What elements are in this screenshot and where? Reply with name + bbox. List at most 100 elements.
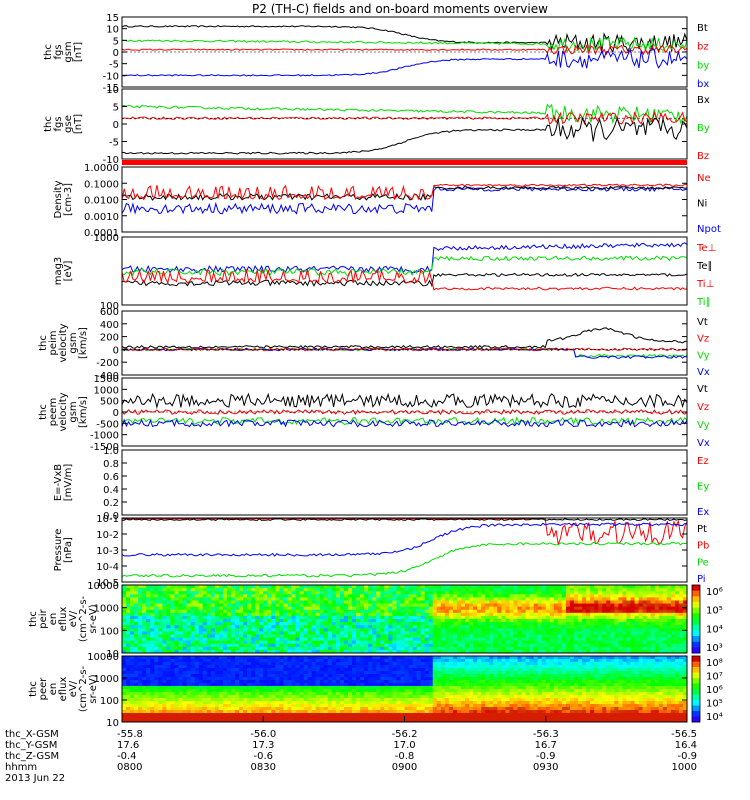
heatmap-cell: [384, 701, 389, 705]
heatmap-cell: [279, 628, 284, 632]
heatmap-cell: [222, 719, 228, 723]
heatmap-cell: [594, 646, 599, 651]
heatmap-cell: [158, 628, 163, 632]
heatmap-cell: [360, 683, 365, 687]
heatmap-cell: [214, 606, 220, 611]
heatmap-cell: [202, 716, 208, 720]
heatmap-cell: [404, 704, 410, 708]
heatmap-cell: [501, 646, 506, 651]
heatmap-cell: [501, 588, 506, 592]
heatmap-cell: [239, 597, 244, 601]
heatmap-cell: [287, 656, 292, 660]
heatmap-cell: [251, 609, 256, 614]
heatmap-cell: [339, 619, 345, 623]
heatmap-cell: [533, 585, 539, 589]
heatmap-cell: [307, 713, 313, 717]
heatmap-cell: [130, 662, 135, 666]
heatmap-cell: [682, 597, 688, 601]
heatmap-cell: [525, 606, 531, 611]
heatmap-cell: [162, 704, 167, 708]
heatmap-cell: [226, 637, 232, 642]
heatmap-cell: [352, 707, 357, 711]
heatmap-cell: [319, 674, 325, 678]
heatmap-cell: [130, 686, 135, 690]
heatmap-cell: [598, 646, 603, 651]
heatmap-cell: [134, 615, 139, 620]
heatmap-cell: [469, 631, 474, 635]
heatmap-cell: [311, 665, 317, 669]
heatmap-cell: [477, 588, 482, 592]
heatmap-cell: [307, 606, 313, 611]
heatmap-cell: [311, 588, 317, 592]
heatmap-cell: [134, 689, 139, 693]
heatmap-cell: [307, 659, 313, 663]
heatmap-cell: [440, 594, 446, 598]
heatmap-cell: [194, 643, 200, 648]
heatmap-cell: [380, 628, 385, 632]
heatmap-cell: [150, 643, 155, 648]
heatmap-cell: [182, 612, 188, 617]
heatmap-cell: [440, 637, 446, 642]
heatmap-cell: [614, 640, 619, 645]
heatmap-cell: [218, 671, 224, 675]
heatmap-cell: [400, 677, 405, 681]
heatmap-cell: [348, 659, 353, 663]
heatmap-cell: [384, 695, 389, 699]
heatmap-cell: [142, 701, 147, 705]
series-line-3: [121, 268, 688, 291]
heatmap-cell: [529, 612, 535, 617]
heatmap-cell: [287, 716, 292, 720]
heatmap-cell: [497, 622, 502, 626]
heatmap-cell: [311, 622, 317, 626]
heatmap-cell: [190, 701, 196, 705]
heatmap-cell: [235, 591, 240, 595]
heatmap-cell: [222, 615, 228, 620]
heatmap-cell: [202, 649, 208, 654]
heatmap-cell: [392, 698, 397, 702]
heatmap-cell: [368, 631, 373, 635]
heatmap-cell: [323, 612, 329, 617]
heatmap-cell: [670, 634, 676, 639]
heatmap-cell: [214, 588, 220, 592]
heatmap-cell: [388, 637, 393, 642]
heatmap-cell: [235, 597, 240, 601]
heatmap-cell: [461, 588, 466, 592]
heatmap-cell: [364, 609, 369, 614]
heatmap-cell: [356, 710, 361, 714]
heatmap-cell: [303, 588, 309, 592]
heatmap-cell: [493, 640, 498, 645]
heatmap-cell: [251, 683, 256, 687]
heatmap-cell: [142, 649, 147, 654]
heatmap-cell: [388, 707, 393, 711]
heatmap-cell: [630, 637, 636, 642]
heatmap-cell: [279, 710, 284, 714]
heatmap-cell: [638, 615, 644, 620]
heatmap-cell: [368, 662, 373, 666]
heatmap-cell: [275, 710, 280, 714]
heatmap-cell: [400, 701, 405, 705]
heatmap-cell: [226, 649, 232, 654]
heatmap-cell: [335, 631, 341, 635]
heatmap-cell: [372, 680, 377, 684]
heatmap-cell: [150, 686, 155, 690]
heatmap-cell: [138, 689, 143, 693]
heatmap-cell: [186, 643, 192, 648]
heatmap-cell: [182, 649, 188, 654]
heatmap-cell: [396, 585, 401, 589]
heatmap-cell: [122, 585, 127, 589]
heatmap-cell: [416, 631, 422, 635]
heatmap-cell: [331, 588, 337, 592]
heatmap-cell: [682, 600, 688, 605]
heatmap-cell: [456, 625, 462, 629]
heatmap-cell: [210, 637, 216, 642]
heatmap-cell: [307, 707, 313, 711]
heatmap-cell: [327, 585, 333, 589]
heatmap-cell: [630, 606, 636, 611]
heatmap-cell: [198, 615, 204, 620]
heatmap-cell: [598, 649, 603, 654]
heatmap-cell: [287, 689, 292, 693]
heatmap-cell: [130, 600, 135, 605]
heatmap-cell: [146, 677, 151, 681]
heatmap-cell: [376, 649, 381, 654]
heatmap-cell: [239, 609, 244, 614]
